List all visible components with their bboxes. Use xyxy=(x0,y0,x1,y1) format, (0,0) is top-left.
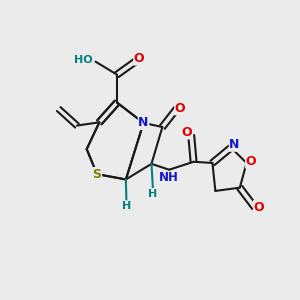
Text: O: O xyxy=(246,155,256,168)
Text: H: H xyxy=(148,189,158,199)
Text: S: S xyxy=(92,168,101,181)
Text: O: O xyxy=(175,102,185,115)
Text: O: O xyxy=(182,126,192,139)
Text: NH: NH xyxy=(159,172,179,184)
Text: HO: HO xyxy=(74,55,93,65)
Text: O: O xyxy=(134,52,144,65)
Text: N: N xyxy=(138,116,149,129)
Text: O: O xyxy=(254,201,264,214)
Text: H: H xyxy=(122,201,131,211)
Text: N: N xyxy=(229,138,240,151)
